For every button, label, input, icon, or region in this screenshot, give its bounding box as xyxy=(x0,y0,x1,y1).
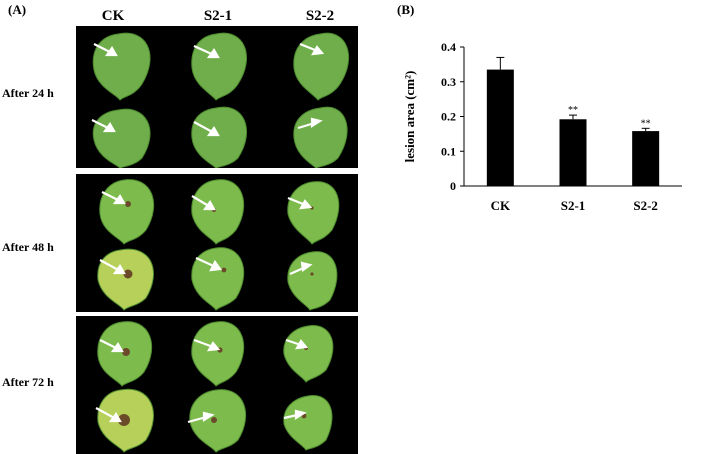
significance-label: ** xyxy=(568,105,578,116)
column-header-ck: CK xyxy=(101,8,125,24)
leaf-photo-24h xyxy=(76,26,358,168)
leaf-photo-24h-image xyxy=(91,32,350,168)
y-tick-label: 0.4 xyxy=(441,40,456,54)
x-tick-label: CK xyxy=(491,198,511,213)
bar-s2-2 xyxy=(632,131,660,186)
leaf-photo-72h xyxy=(76,316,358,454)
panel-a-label: (A) xyxy=(8,2,27,17)
x-tick-label: S2-2 xyxy=(633,198,658,213)
y-tick-label: 0.1 xyxy=(441,144,456,158)
panel-b-label: (B) xyxy=(397,2,415,17)
column-header-s2-2: S2-2 xyxy=(305,8,335,24)
x-tick-label: S2-1 xyxy=(561,198,586,213)
lesion-area-bar-chart: 0 0.1 0.2 0.3 0.4 CK ** S2-1 ** S2-2 lesion area (… xyxy=(402,40,682,213)
y-tick-label: 0 xyxy=(450,179,456,193)
y-axis-label: lesion area (cm²) xyxy=(402,71,417,163)
y-tick-label: 0.3 xyxy=(441,75,456,89)
leaf-photo-72h-image xyxy=(95,321,334,453)
row-label-72h: After 72 h xyxy=(2,375,54,389)
y-tick-label: 0.2 xyxy=(441,110,456,124)
bar-ck xyxy=(486,69,514,186)
row-label-48h: After 48 h xyxy=(2,240,54,254)
significance-label: ** xyxy=(641,118,651,129)
leaf-photo-48h-image xyxy=(97,179,340,311)
leaf-photo-48h xyxy=(76,174,358,312)
bar-s2-1 xyxy=(559,119,587,186)
row-label-24h: After 24 h xyxy=(2,86,54,100)
column-header-s2-1: S2-1 xyxy=(203,8,233,24)
